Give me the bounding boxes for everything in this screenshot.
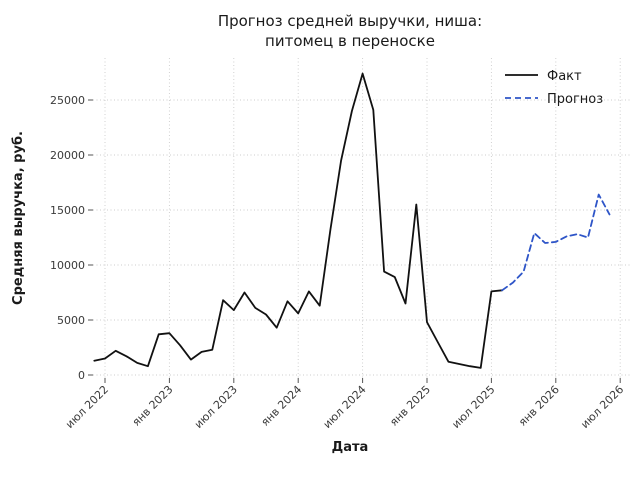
legend-fact-label: Факт [547, 69, 582, 84]
fact-line [93, 72, 504, 369]
grid-layer [93, 58, 630, 378]
x-tick-label: янв 2024 [259, 383, 305, 429]
x-tick-label: июл 2026 [578, 383, 626, 431]
x-tick-label: июл 2022 [63, 383, 111, 431]
y-tick-label: 15000 [50, 204, 85, 217]
chart-title-line-2: питомец в переноске [265, 32, 435, 50]
x-tick-label: июл 2025 [449, 383, 497, 431]
y-tick-label: 0 [78, 369, 85, 382]
x-tick-label: июл 2024 [321, 383, 369, 431]
x-tick-label: янв 2023 [130, 383, 176, 429]
x-tick-label: июл 2023 [192, 383, 240, 431]
legend: Факт Прогноз [505, 69, 603, 107]
y-tick-label: 5000 [57, 314, 85, 327]
y-tick-label: 10000 [50, 259, 85, 272]
x-axis-label: Дата [332, 440, 369, 455]
y-tick-label: 25000 [50, 94, 85, 107]
chart-title: Прогноз средней выручки, ниша: питомец в… [218, 12, 482, 50]
chart-title-line-1: Прогноз средней выручки, ниша: [218, 12, 482, 30]
series-layer [93, 72, 611, 369]
x-tick-label: янв 2025 [387, 383, 433, 429]
legend-forecast-label: Прогноз [547, 92, 603, 107]
forecast-line [501, 193, 611, 292]
y-axis-label: Средняя выручка, руб. [11, 131, 26, 305]
x-tick-label: янв 2026 [516, 383, 562, 429]
tick-layer: 0 5000 10000 15000 20000 25000 июл 2022 янв 202… [50, 94, 626, 431]
y-tick-label: 20000 [50, 149, 85, 162]
